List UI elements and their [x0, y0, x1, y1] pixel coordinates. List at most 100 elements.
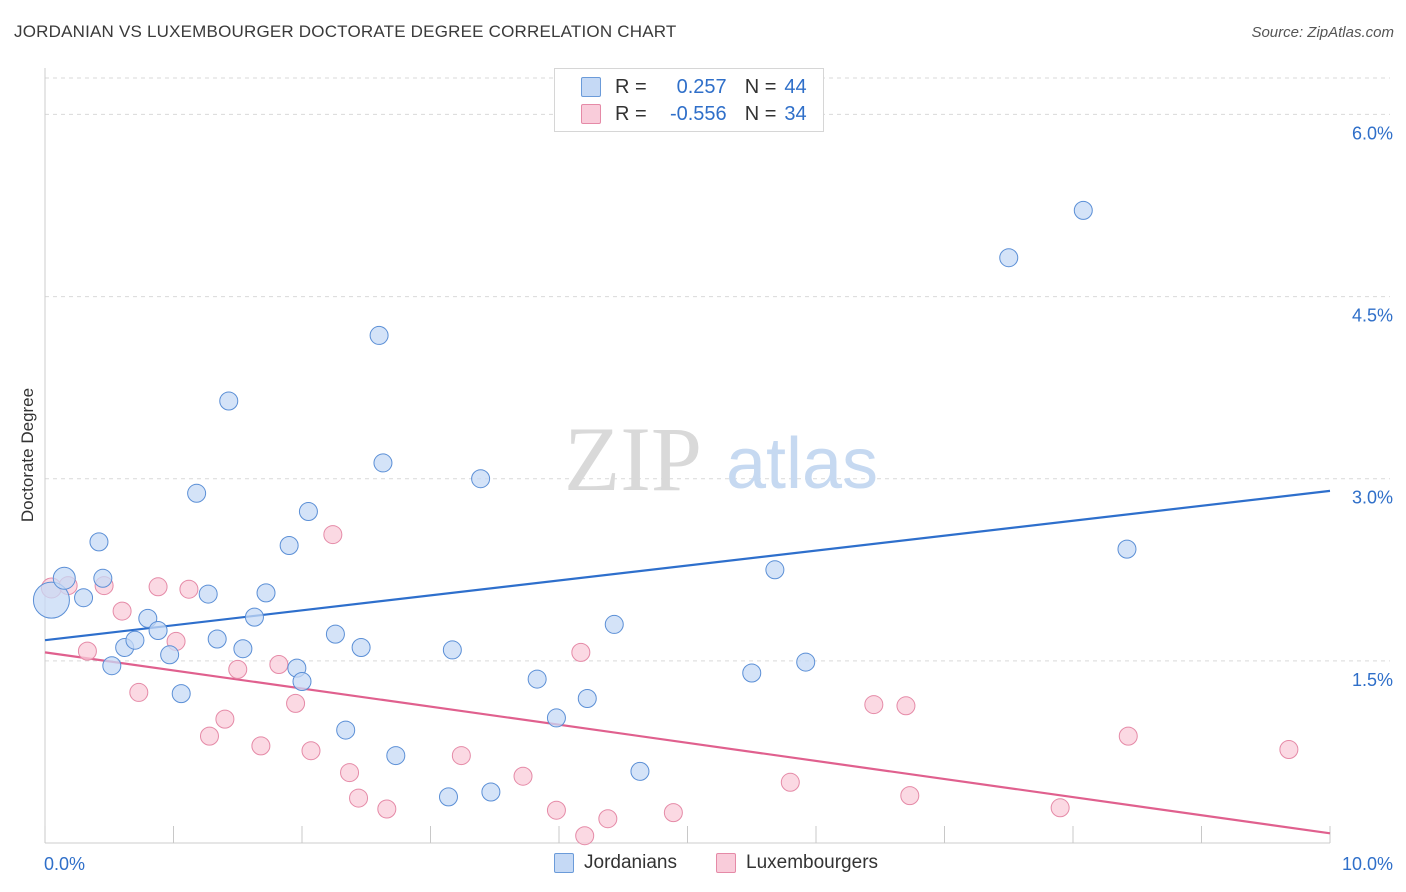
series-legend-label: Luxembourgers	[746, 852, 879, 873]
axes	[44, 68, 1331, 844]
jordanian-point	[74, 588, 94, 608]
watermark: ZIP atlas	[564, 408, 878, 510]
jordanian-point	[198, 584, 218, 604]
jordanian-point	[438, 787, 458, 807]
jordanian-point	[604, 614, 624, 634]
watermark-atlas: atlas	[726, 424, 878, 504]
jordanian-point	[148, 621, 168, 640]
tick-labels: 1.5% 3.0% 4.5% 6.0% 0.0% 10.0%	[44, 123, 1393, 874]
x-tick-label-min: 0.0%	[44, 854, 85, 874]
luxembourger-point	[1118, 726, 1138, 746]
luxembourger-point	[663, 803, 683, 823]
luxembourger-point	[77, 641, 97, 661]
luxembourger-point	[575, 826, 595, 846]
luxembourger-point	[1050, 798, 1070, 818]
jordanian-point	[292, 672, 312, 691]
legend-row-jordanians: R = 0.257 N = 44	[555, 75, 807, 99]
luxembourger-point	[129, 682, 149, 702]
luxembourger-point	[1279, 740, 1299, 759]
luxembourger-point	[513, 766, 533, 786]
jordanian-point	[796, 652, 816, 672]
jordanian-point	[546, 708, 566, 728]
gridlines	[45, 77, 1390, 662]
jordanian-point	[102, 656, 122, 676]
legend-r-label: R =	[615, 102, 647, 125]
series-legend-luxembourgers: Luxembourgers	[716, 852, 878, 874]
series-swatch-blue	[554, 853, 574, 873]
series-legend: Jordanians Luxembourgers	[0, 852, 1406, 878]
legend-n-value: 44	[784, 75, 807, 98]
jordanian-point	[577, 689, 597, 708]
jordanian-point	[1073, 200, 1093, 220]
y-tick-label: 3.0%	[1352, 488, 1393, 508]
jordanian-point	[742, 663, 762, 683]
y-tick-label: 1.5%	[1352, 670, 1393, 690]
x-tick-label-max: 10.0%	[1342, 854, 1393, 874]
luxembourger-point	[323, 525, 343, 545]
legend-n-value: 34	[784, 102, 807, 125]
luxembourger-point	[896, 696, 916, 716]
luxembourger-point	[571, 642, 591, 662]
jordanian-point	[630, 761, 650, 781]
chart-title: JORDANIAN VS LUXEMBOURGER DOCTORATE DEGR…	[14, 22, 677, 41]
jordanian-point	[1117, 539, 1137, 559]
jordanian-point	[471, 469, 491, 489]
series-swatch-pink	[716, 853, 736, 873]
luxembourger-point	[377, 799, 397, 819]
jordanian-point	[373, 453, 393, 473]
legend-r-value: 0.257	[676, 75, 727, 98]
jordanian-point	[32, 581, 70, 619]
jordanian-point	[765, 560, 785, 580]
luxembourger-point	[179, 579, 199, 599]
jordanian-point	[999, 248, 1019, 268]
jordanian-point	[207, 629, 227, 649]
jordanian-trend-line	[44, 489, 1331, 642]
luxembourger-point	[780, 772, 800, 792]
y-tick-label: 6.0%	[1352, 123, 1393, 143]
luxembourger-point	[269, 655, 289, 674]
luxembourger-point	[451, 746, 471, 766]
series-legend-label: Jordanians	[584, 852, 677, 873]
legend-r-label: R =	[615, 75, 647, 98]
jordanian-point	[351, 638, 371, 657]
watermark-zip: ZIP	[564, 408, 702, 510]
luxembourger-trend-line	[44, 651, 1331, 835]
jordanian-point	[369, 325, 389, 345]
jordanian-point	[52, 566, 76, 590]
luxembourger-point	[900, 786, 920, 806]
source-label: Source: ZipAtlas.com	[1251, 24, 1394, 41]
luxembourger-point	[148, 577, 168, 597]
jordanian-point	[233, 639, 253, 659]
luxembourger-point	[301, 741, 321, 761]
legend-r-value: -0.556	[669, 102, 727, 125]
luxembourger-point	[215, 709, 235, 729]
legend-row-luxembourgers: R = -0.556 N = 34	[555, 102, 807, 126]
jordanian-point	[171, 684, 191, 704]
legend-n-label: N =	[744, 75, 777, 98]
y-tick-label: 4.5%	[1352, 306, 1393, 326]
jordanian-point	[256, 583, 276, 603]
jordanian-point	[481, 782, 501, 802]
jordanian-point	[187, 483, 207, 503]
legend-swatch-pink	[581, 104, 601, 124]
jordanian-point	[325, 624, 345, 644]
luxembourger-point	[112, 601, 132, 621]
data-points	[32, 200, 1299, 846]
luxembourger-point	[598, 809, 618, 829]
luxembourger-point	[251, 736, 271, 756]
legend-swatch-blue	[581, 77, 601, 97]
jordanian-point	[527, 669, 547, 689]
jordanian-point	[219, 391, 239, 411]
jordanian-point	[138, 608, 158, 628]
luxembourger-point	[199, 726, 219, 746]
correlation-legend: R = 0.257 N = 44 R = -0.556 N = 34	[554, 68, 824, 132]
luxembourger-point	[286, 693, 306, 713]
jordanian-point	[93, 568, 113, 588]
y-axis-label: Doctorate Degree	[18, 387, 37, 523]
jordanian-point	[160, 645, 180, 665]
jordanian-point	[125, 630, 145, 650]
luxembourger-point	[228, 659, 248, 679]
luxembourger-point	[864, 695, 884, 715]
legend-n-label: N =	[744, 102, 777, 125]
